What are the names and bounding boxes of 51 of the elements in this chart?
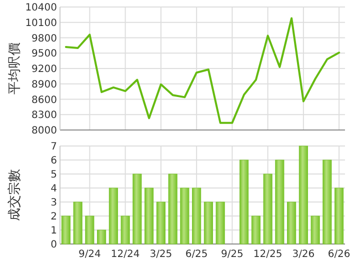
bar [251,216,260,244]
bar [240,160,249,244]
bar [298,146,308,244]
y-tick-label: 9200 [32,64,57,75]
bar [97,230,106,244]
y-tick-label: 10100 [25,18,57,29]
x-tick-label: 3/26 [292,249,315,260]
x-tick-label: 9/25 [220,249,244,260]
bar [204,202,213,244]
bar [144,188,154,244]
x-tick-label: 3/25 [150,249,172,260]
bar [168,174,178,244]
y-tick-label: 5 [50,170,57,180]
bar [132,174,142,244]
bar [61,216,70,244]
y-tick-label: 3 [50,198,57,208]
y-tick-label: 10400 [25,2,57,14]
y-tick-label: 8000 [32,126,57,136]
bar [73,202,82,244]
y-tick-label: 8300 [32,110,57,122]
y-tick-label: 2 [50,212,57,222]
bar [287,202,296,244]
y-axis-title: 平均呎價 [8,42,23,94]
bar [108,188,118,244]
bar [216,202,225,244]
bar [180,188,190,244]
x-tick-label: 9/24 [78,249,101,260]
y-tick-label: 9500 [32,48,57,60]
bar [263,174,272,244]
bar [156,202,166,244]
y-tick-label: 1 [50,226,57,236]
y-tick-label: 8600 [32,94,57,106]
x-tick-label: 6/25 [185,249,208,260]
bar [120,216,130,244]
y-axis-title: 成交宗數 [6,169,23,221]
y-tick-label: 0 [50,240,57,250]
bar [192,188,202,244]
bar [334,188,344,244]
x-tick-label: 12/24 [110,249,140,260]
bar [275,160,284,244]
y-tick-label: 8900 [32,79,57,90]
y-tick-label: 7 [50,142,57,152]
x-tick-label: 12/25 [253,249,282,260]
x-tick-label: 6/26 [328,249,350,260]
y-tick-label: 4 [50,184,57,194]
bar [310,216,320,244]
y-tick-label: 9800 [32,33,57,44]
bar [85,216,94,244]
line-series [64,17,340,124]
y-tick-label: 6 [50,156,57,166]
bar [322,160,332,244]
